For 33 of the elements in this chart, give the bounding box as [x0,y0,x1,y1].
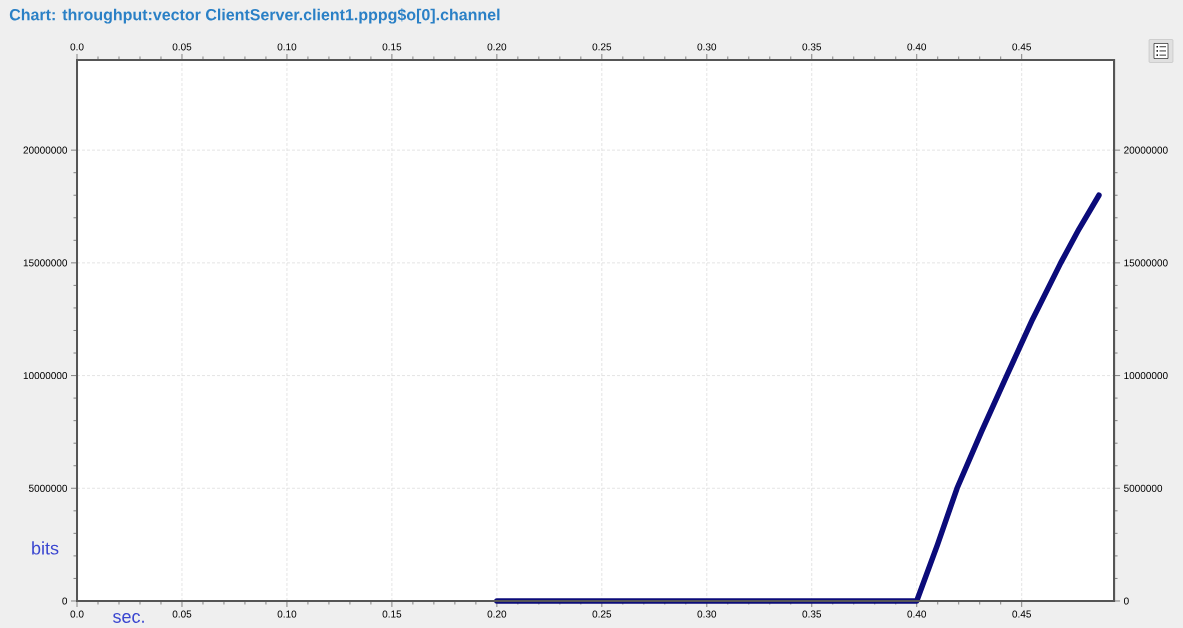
y-tick-label: 10000000 [23,372,68,380]
x-tick-label: 0.15 [382,43,402,51]
y2-tick-label: 5000000 [1124,484,1163,492]
chart-title: Chart: throughput:vector ClientServer.client1.pppg$o[0].channel [9,8,500,24]
x-tick-label: 0.10 [277,43,297,51]
x2-tick-label: 0.20 [487,610,507,618]
y2-tick-label: 0 [1123,597,1129,605]
x-tick-label: 0.0 [70,43,84,51]
x-tick-label: 0.35 [802,43,822,51]
x-tick-label: 0.20 [487,43,507,51]
x2-tick-label: 0.30 [697,610,717,618]
x-tick-label: 0.30 [697,43,717,51]
y-axis-title: bits [32,541,59,555]
x-tick-label: 0.25 [592,43,612,51]
x-tick-label: 0.45 [1012,43,1031,51]
x2-tick-label: 0.45 [1012,610,1031,618]
y-tick-label: 5000000 [28,484,68,492]
x2-tick-label: 0.15 [382,610,402,618]
y2-tick-label: 15000000 [1124,259,1168,267]
x2-tick-label: 0.40 [907,610,927,618]
y-tick-label: 15000000 [23,259,68,267]
x2-tick-label: 0.0 [70,610,84,618]
x2-tick-label: 0.10 [277,610,297,618]
y2-tick-label: 10000000 [1124,372,1168,380]
y-tick-label: 20000000 [23,146,68,154]
x2-tick-label: 0.05 [172,610,192,618]
x-axis-title: sec. [113,613,144,623]
y-tick-label: 0 [62,597,68,605]
x2-tick-label: 0.35 [802,610,822,618]
x2-tick-label: 0.25 [592,610,612,618]
y2-tick-label: 20000000 [1124,146,1168,154]
x-tick-label: 0.40 [907,43,927,51]
x-tick-label: 0.05 [172,43,192,51]
